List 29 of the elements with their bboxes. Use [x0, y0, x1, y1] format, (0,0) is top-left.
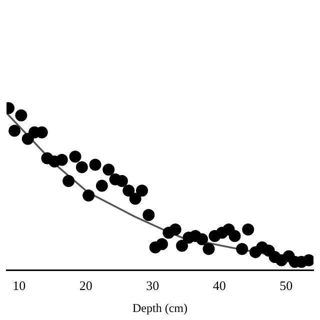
- point: [82, 190, 95, 202]
- point: [89, 158, 102, 171]
- point: [176, 240, 188, 252]
- x-tick-label: 40: [212, 278, 226, 294]
- point: [202, 242, 215, 255]
- point: [136, 184, 148, 197]
- x-tick-label: 10: [12, 278, 26, 294]
- point: [96, 180, 108, 192]
- point: [242, 224, 254, 236]
- point: [15, 109, 28, 122]
- point: [228, 230, 241, 242]
- point: [156, 238, 168, 250]
- x-tick-label: 30: [146, 278, 160, 294]
- point: [122, 184, 135, 197]
- point: [169, 224, 182, 236]
- x-tick-label: 50: [280, 278, 293, 294]
- point: [196, 233, 208, 246]
- point: [102, 164, 115, 176]
- point: [69, 150, 82, 163]
- point: [142, 208, 155, 221]
- point: [8, 124, 21, 137]
- point: [76, 161, 88, 174]
- point: [129, 192, 142, 205]
- x-tick-label: 20: [79, 278, 92, 294]
- point: [302, 254, 314, 266]
- point: [236, 242, 248, 255]
- x-axis-title: Depth (cm): [132, 300, 188, 315]
- point: [56, 154, 68, 166]
- point: [62, 174, 75, 187]
